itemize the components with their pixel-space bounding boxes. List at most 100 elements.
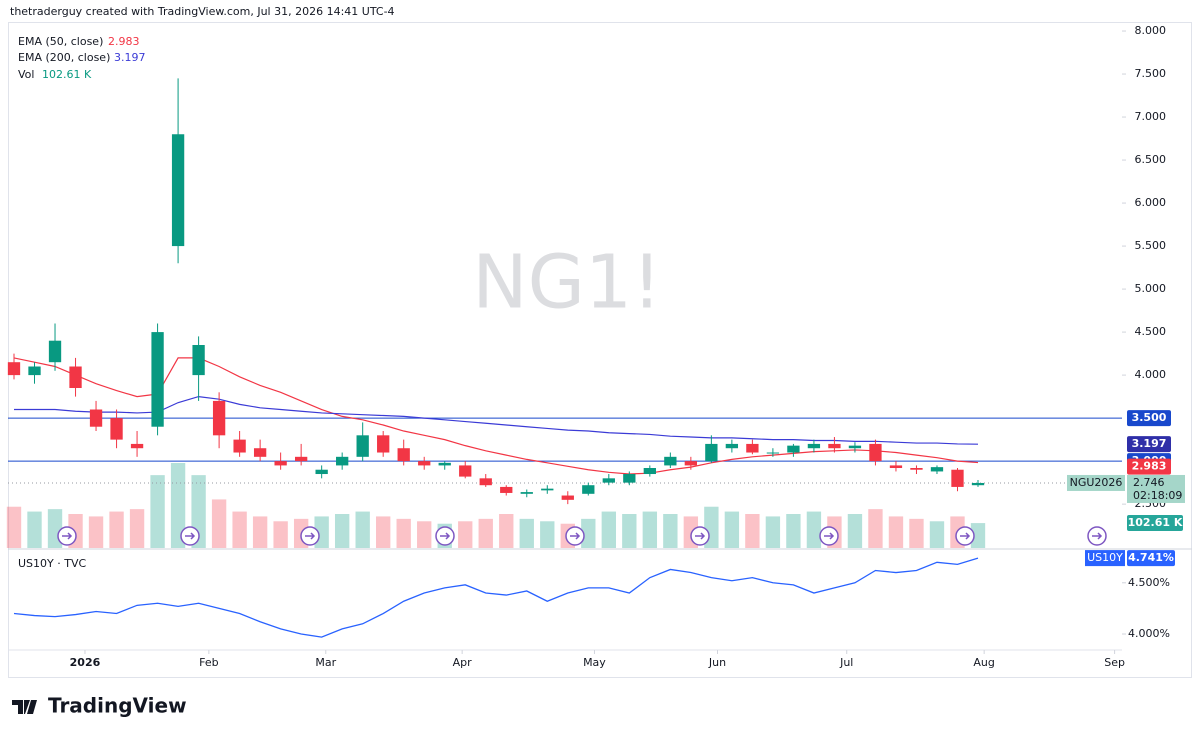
candle-body [910,468,923,470]
volume-bar [765,516,781,548]
y-tick-label: 5.000 [1135,282,1167,295]
x-tick-label: Jun [708,656,726,669]
y2-tick-label: 4.000% [1128,627,1170,640]
us10y-symbol-bg [1085,550,1125,567]
legend-value: 102.61 K [42,68,92,81]
volume-bar [88,516,104,548]
lower-name: US10Y · TVC [18,557,86,570]
volume-bar [232,511,247,548]
legend-name: Vol [18,68,34,81]
volume-bar [724,511,740,548]
candle-body [253,448,267,457]
candle-body [336,456,349,466]
volume-bar [170,463,186,548]
candle-body [274,461,287,466]
event-arrow [695,532,706,540]
candle-body [602,478,615,483]
ema-line [13,357,979,475]
logo: TradingView [12,694,187,718]
event-arrow [1092,532,1103,540]
volume-bar [478,518,493,548]
candle-body [28,366,41,376]
watermark: NG1! [472,240,661,326]
candle-body [89,409,103,427]
candle-body [869,443,882,462]
candle-body [212,400,226,436]
event-arrow [570,532,581,540]
y-tick-label: 7.000 [1135,110,1167,123]
volume-bar [745,514,760,548]
candle-body [848,445,862,449]
candle-body [746,443,759,453]
legend-name: EMA (200, close) [18,51,110,64]
ema-line [14,395,979,445]
volume-bar [396,518,411,548]
x-tick-label: Jul [839,656,853,669]
event-arrow [185,532,196,540]
candle-body [377,435,390,453]
legend-value: 2.983 [108,35,140,48]
hline-tag: 3.500 [1132,411,1167,424]
volume-bar [888,516,904,548]
hline-tag-bg [1127,410,1171,427]
candle-body [110,418,123,440]
volume-bar [27,511,42,548]
event-arrow [62,532,73,540]
x-tick-label: Mar [315,656,336,669]
y-tick-label: 4.500 [1135,325,1167,338]
candle-body [171,134,185,247]
candle-body [766,452,780,454]
candle-body [807,443,821,449]
ema50-tag-bg [1127,458,1171,475]
candle-body [479,478,492,486]
volume-bar [6,506,22,548]
volume-bar [540,521,555,548]
volume-bar [109,511,124,548]
candle-body [233,439,246,453]
us10y-line [13,557,979,638]
volume-bar [273,521,288,548]
volume-bar [499,514,514,548]
candle-body [930,467,944,472]
candle-body [541,488,554,491]
volume-bar [519,518,534,548]
credit: thetraderguy created with TradingView.co… [10,5,395,18]
candle-body [684,461,698,466]
volume-bar [601,511,616,548]
frame [8,22,1192,678]
y2-tick-label: 4.500% [1128,576,1170,589]
candle-body [294,456,308,462]
candle-body [192,344,205,376]
ema200-tag-bg [1127,436,1171,453]
candle-body [48,340,62,363]
volume-bar [642,511,658,548]
y-tick-label: 7.500 [1135,67,1167,80]
x-tick-label: Apr [453,656,473,669]
countdown: 02:18:09 [1133,489,1182,502]
y-tick-label: 6.000 [1135,196,1167,209]
candle-body [69,366,82,389]
us10y-tag: 4.741% [1128,551,1174,564]
candle-body [582,485,595,494]
ema200-tag: 3.197 [1132,437,1167,450]
symbol-tag-bg [1067,474,1125,491]
candle-body [418,461,431,466]
logo-text: TradingView [48,694,187,718]
x-tick-label: Feb [199,656,218,669]
candle-body [438,462,451,466]
legend-value: 3.197 [114,51,146,64]
volume-bar [376,516,391,548]
candle-body [130,443,144,449]
candle-body [664,456,677,466]
y-tick-label: 6.500 [1135,153,1167,166]
x-tick-label: 2026 [70,656,101,669]
candle-body [951,469,964,487]
event-arrow [960,532,971,540]
candle-body [500,486,513,493]
volume-bar [150,475,165,548]
volume-bar [786,514,801,548]
volume-bar [129,509,145,548]
us10y-tag-bg [1127,550,1175,567]
